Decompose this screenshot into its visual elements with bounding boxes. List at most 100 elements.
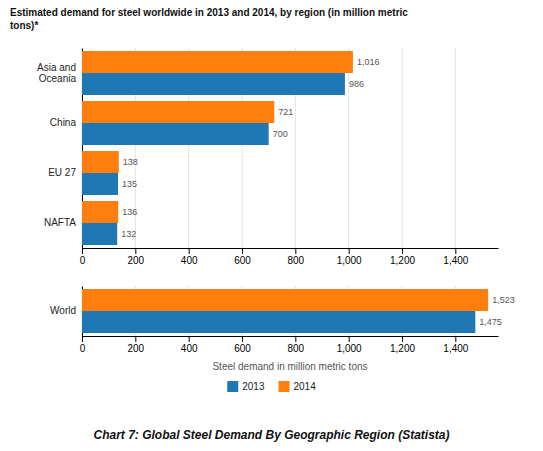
data-label: 700 (273, 129, 288, 139)
x-tick: 1,400 (443, 248, 468, 266)
x-tick-label: 0 (80, 343, 86, 354)
data-label: 132 (121, 229, 136, 239)
legend-swatch (227, 381, 238, 392)
x-tick-mark (295, 248, 296, 254)
bars (82, 289, 488, 333)
chart-svg: Estimated demand for steel worldwide in … (0, 0, 543, 451)
x-tick-label: 200 (127, 255, 144, 266)
data-label: 721 (278, 107, 293, 117)
x-tick: 800 (287, 336, 304, 354)
x-tick: 800 (287, 248, 304, 266)
caption: Chart 7: Global Steel Demand By Geograph… (93, 428, 449, 442)
x-tick: 600 (234, 336, 251, 354)
x-axis-line (83, 336, 499, 337)
bar (82, 123, 269, 145)
bar (82, 51, 353, 73)
x-tick-mark (349, 336, 350, 342)
x-tick-mark (82, 336, 83, 342)
x-tick: 400 (181, 336, 198, 354)
grid-line (455, 48, 456, 248)
x-tick-mark (295, 336, 296, 342)
y-tick: NAFTA (44, 217, 82, 228)
x-tick-mark (402, 336, 403, 342)
grid (82, 48, 455, 248)
grid-line (348, 48, 349, 248)
x-tick-mark (402, 248, 403, 254)
x-tick-mark (135, 336, 136, 342)
bar (82, 173, 118, 195)
x-tick-mark (455, 248, 456, 254)
y-tick-label: NAFTA (44, 217, 76, 228)
legend-label: 2013 (242, 381, 265, 392)
legend-item: 2013 (227, 381, 265, 392)
x-tick-label: 600 (234, 255, 251, 266)
x-tick-label: 1,000 (337, 343, 362, 354)
x-tick-mark (242, 248, 243, 254)
x-tick: 200 (127, 248, 144, 266)
panel: 1,475 1,523 0 200 400 600 800 1,000 1,200 1,400 Wo… (50, 286, 515, 354)
y-tick: World (50, 305, 82, 316)
data-label: 986 (349, 79, 364, 89)
x-tick: 1,400 (443, 336, 468, 354)
data-label: 1,523 (492, 295, 515, 305)
y-tick: EU 27 (48, 167, 82, 178)
x-tick: 1,000 (337, 336, 362, 354)
x-tick-label: 600 (234, 343, 251, 354)
grid-line (402, 48, 403, 248)
x-tick-label: 1,400 (443, 255, 468, 266)
legend-label: 2014 (294, 381, 317, 392)
legend-swatch (279, 381, 290, 392)
x-tick: 1,200 (390, 336, 415, 354)
data-label: 138 (123, 157, 138, 167)
x-tick-label: 400 (181, 255, 198, 266)
x-tick-label: 1,400 (443, 343, 468, 354)
bar (82, 201, 118, 223)
x-tick-label: 1,200 (390, 255, 415, 266)
x-tick-label: 1,200 (390, 343, 415, 354)
x-tick-label: 1,000 (337, 255, 362, 266)
x-tick-mark (135, 248, 136, 254)
legend-item: 2014 (279, 381, 317, 392)
data-label: 135 (122, 179, 137, 189)
y-tick-label: Asia andOceania (37, 62, 76, 84)
bar (82, 311, 475, 333)
x-tick: 600 (234, 248, 251, 266)
x-tick-mark (189, 336, 190, 342)
y-tick-label: China (50, 117, 77, 128)
x-axis-title: Steel demand in million metric tons (212, 361, 367, 372)
x-tick-label: 400 (181, 343, 198, 354)
x-tick: 0 (80, 248, 86, 266)
bar (82, 289, 488, 311)
x-tick: 200 (127, 336, 144, 354)
bar (82, 223, 117, 245)
bars-clip (82, 289, 488, 333)
x-tick-mark (242, 336, 243, 342)
bar (82, 101, 274, 123)
x-tick-label: 200 (127, 343, 144, 354)
x-tick-mark (82, 248, 83, 254)
x-tick: 0 (80, 336, 86, 354)
bar (82, 73, 345, 95)
y-axis: Asia andOceania China EU 27 NAFTA (37, 49, 82, 249)
x-tick-label: 0 (80, 255, 86, 266)
x-axis: 0 200 400 600 800 1,000 1,200 1,400 (80, 248, 499, 266)
x-tick-label: 800 (287, 343, 304, 354)
y-tick-label: EU 27 (48, 167, 76, 178)
y-tick: China (50, 117, 82, 128)
x-tick-mark (189, 248, 190, 254)
x-axis-line (83, 248, 499, 249)
legend: 2013 2014 (227, 381, 316, 392)
y-axis: World (50, 287, 82, 337)
bars-clip (82, 51, 353, 245)
x-tick-label: 800 (287, 255, 304, 266)
x-tick: 1,200 (390, 248, 415, 266)
y-tick: Asia andOceania (37, 62, 82, 84)
data-label: 1,475 (479, 317, 502, 327)
panel: 9867001351321,01672113813602004006008001… (37, 48, 498, 266)
bar (82, 151, 119, 173)
x-tick: 400 (181, 248, 198, 266)
data-label: 136 (122, 207, 137, 217)
x-tick: 1,000 (337, 248, 362, 266)
bars (82, 51, 353, 245)
x-tick-mark (455, 336, 456, 342)
